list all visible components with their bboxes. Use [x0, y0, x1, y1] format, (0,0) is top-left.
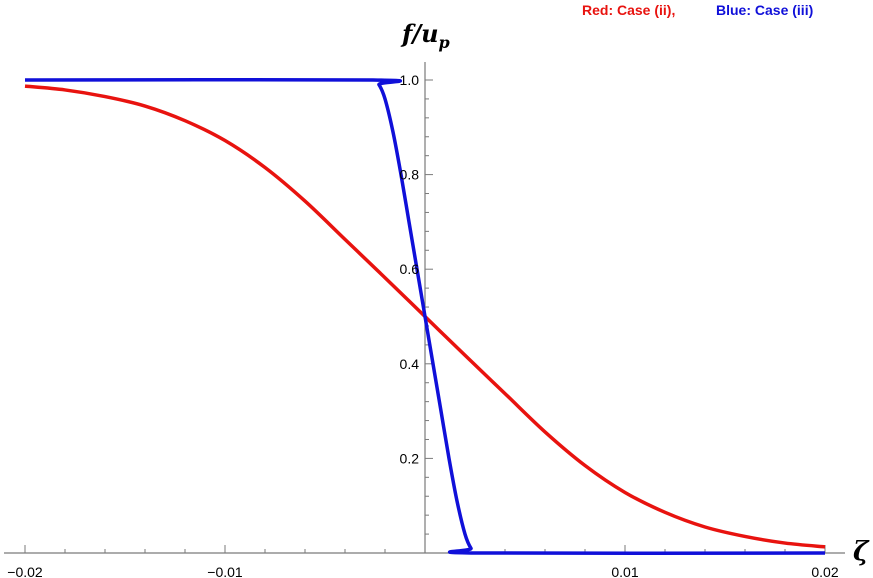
x-tick-label: −0.02	[7, 564, 43, 578]
legend-entry-blue: Blue: Case (iii)	[716, 2, 813, 18]
y-tick-label: 0.4	[400, 356, 420, 372]
x-axis-label: ζ	[853, 537, 870, 567]
y-axis-label-base: f/u	[400, 19, 439, 48]
y-axis-label-sub: p	[439, 33, 450, 52]
y-tick-label: 0.8	[400, 167, 420, 183]
y-tick-label: 1.0	[400, 72, 420, 88]
x-tick-label: 0.02	[811, 564, 838, 578]
series-line-blue	[24, 77, 826, 556]
y-tick-label: 0.6	[400, 261, 420, 277]
y-axis-label: f/up	[400, 19, 450, 52]
x-tick-label: −0.01	[207, 564, 243, 578]
legend: Red: Case (ii), Blue: Case (iii)	[582, 2, 813, 18]
series-group	[24, 77, 826, 556]
y-tick-label: 0.2	[400, 450, 420, 466]
x-tick-label: 0.01	[611, 564, 638, 578]
tick-labels: −0.02 −0.01 0.01 0.02 0.2 0.4 0.6 0.8 1.0	[7, 72, 839, 578]
legend-entry-red: Red: Case (ii),	[582, 2, 675, 18]
